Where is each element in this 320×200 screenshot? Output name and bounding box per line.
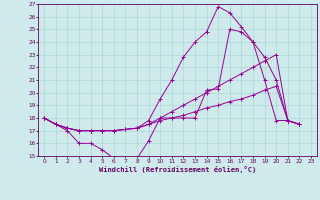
X-axis label: Windchill (Refroidissement éolien,°C): Windchill (Refroidissement éolien,°C)	[99, 166, 256, 173]
